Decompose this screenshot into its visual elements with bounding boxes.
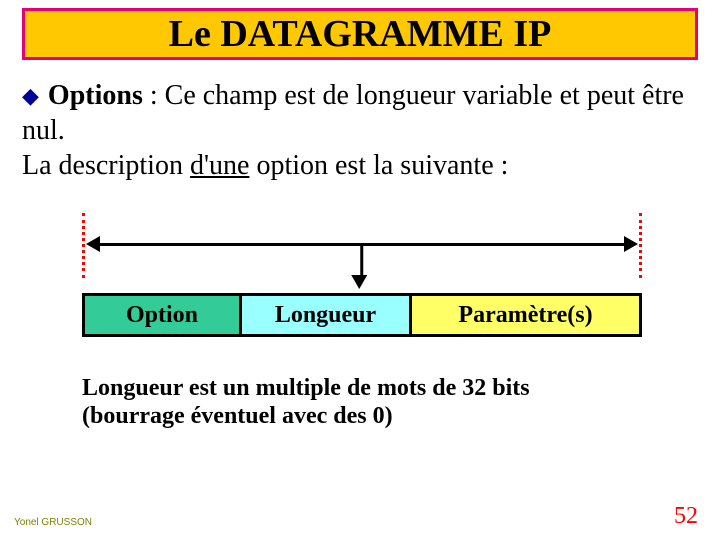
body-text-block: ◆ Options : Ce champ est de longueur var… <box>22 78 698 183</box>
arrow-right-head-icon <box>624 236 638 252</box>
option-structure-diagram: Option Longueur Paramètre(s) <box>82 213 642 348</box>
arrow-down-head-icon <box>351 275 367 289</box>
field-option: Option <box>82 293 242 337</box>
field-longueur: Longueur <box>242 293 412 337</box>
footer-author: Yonel GRUSSON <box>14 517 92 528</box>
caption-line2: (bourrage éventuel avec des 0) <box>82 403 393 429</box>
vertical-center-arrow <box>357 245 367 289</box>
body-line2-pre: La description <box>22 150 190 181</box>
field-parametres: Paramètre(s) <box>412 293 642 337</box>
right-dashed-guide <box>639 213 642 278</box>
slide-title-bar: Le DATAGRAMME IP <box>22 8 698 60</box>
caption-line1: Longueur est un multiple de mots de 32 b… <box>82 375 530 401</box>
body-line2-underlined: d'une <box>190 150 249 181</box>
options-label: Options <box>48 80 143 111</box>
page-number: 52 <box>674 503 698 530</box>
diamond-bullet-icon: ◆ <box>22 82 39 110</box>
caption-block: Longueur est un multiple de mots de 32 b… <box>82 374 662 432</box>
fields-row: Option Longueur Paramètre(s) <box>82 293 642 337</box>
arrow-v-line <box>361 245 364 275</box>
body-line2-post: option est la suivante : <box>249 150 508 181</box>
left-dashed-guide <box>82 213 85 278</box>
